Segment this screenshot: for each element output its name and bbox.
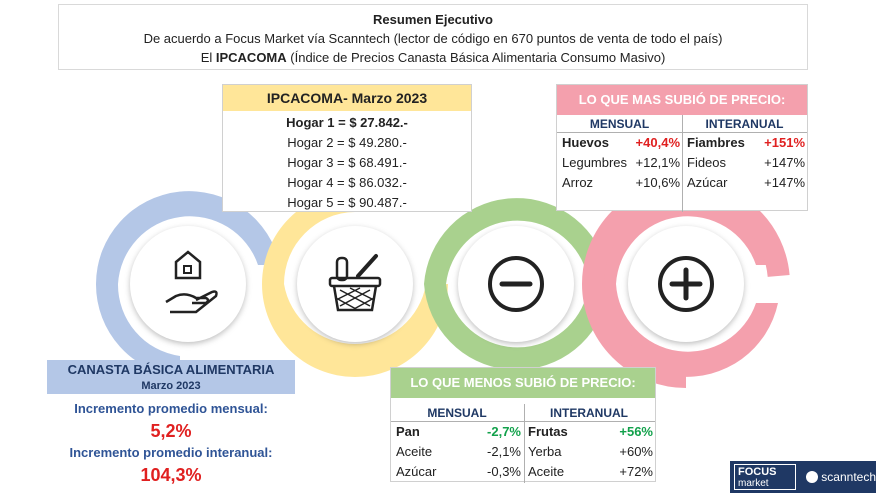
item-label: Azúcar bbox=[396, 464, 437, 479]
least-increase-columns: MENSUAL Pan -2,7% Aceite -2,1% Azúcar -0,3%… bbox=[391, 398, 655, 483]
item-label: Huevos bbox=[562, 135, 609, 150]
item-label: Legumbres bbox=[562, 155, 628, 170]
focus-logo-line1: FOCUS bbox=[738, 466, 777, 478]
item-label: Arroz bbox=[562, 175, 594, 190]
list-item: Huevos +40,4% bbox=[557, 133, 682, 153]
least-increase-box: LO QUE MENOS SUBIÓ DE PRECIO: MENSUAL Pa… bbox=[390, 367, 656, 483]
most-increase-title: LO QUE MAS SUBIÓ DE PRECIO: bbox=[557, 85, 807, 115]
executive-summary: Resumen Ejecutivo De acuerdo a Focus Mar… bbox=[58, 4, 808, 70]
ipcacoma-box: IPCACOMA- Marzo 2023 Hogar 1 = $ 27.842.… bbox=[222, 84, 472, 212]
basic-basket-subtitle: Marzo 2023 bbox=[141, 380, 201, 392]
column-divider bbox=[682, 115, 683, 212]
most-increase-monthly: MENSUAL Huevos +40,4% Legumbres +12,1% Arr… bbox=[557, 115, 682, 193]
yearly-header: INTERANUAL bbox=[682, 115, 807, 133]
list-item: Pan -2,7% bbox=[391, 422, 523, 442]
summary-source: De acuerdo a Focus Market vía Scanntech … bbox=[143, 31, 723, 46]
list-item: Aceite +72% bbox=[523, 462, 655, 482]
item-value: -2,7% bbox=[487, 424, 521, 439]
monthly-increase-label: Incremento promedio mensual: bbox=[74, 401, 268, 416]
ipcacoma-row: Hogar 2 = $ 49.280.- bbox=[287, 135, 407, 150]
scanntech-mark-icon bbox=[806, 471, 819, 483]
house-hand-icon bbox=[130, 226, 246, 342]
brand-logos: FOCUS market scanntech bbox=[730, 461, 876, 493]
list-item: Fiambres +151% bbox=[682, 133, 807, 153]
basic-basket-header: CANASTA BÁSICA ALIMENTARIA Marzo 2023 bbox=[47, 360, 295, 394]
item-value: +147% bbox=[764, 175, 805, 190]
least-increase-monthly: MENSUAL Pan -2,7% Aceite -2,1% Azúcar -0,3% bbox=[391, 398, 523, 482]
least-increase-yearly: INTERANUAL Frutas +56% Yerba +60% Aceite +7… bbox=[523, 398, 655, 482]
item-value: +147% bbox=[764, 155, 805, 170]
most-increase-columns: MENSUAL Huevos +40,4% Legumbres +12,1% Arr… bbox=[557, 115, 807, 212]
list-item: Yerba +60% bbox=[523, 442, 655, 462]
summary-definition-suffix: (Índice de Precios Canasta Básica Alimen… bbox=[286, 50, 666, 65]
item-label: Aceite bbox=[528, 464, 565, 479]
item-value: +56% bbox=[619, 424, 653, 439]
most-increase-box: LO QUE MAS SUBIÓ DE PRECIO: MENSUAL Huev… bbox=[556, 84, 808, 212]
monthly-header: MENSUAL bbox=[557, 115, 682, 133]
monthly-header: MENSUAL bbox=[391, 404, 523, 422]
ipcacoma-row: Hogar 3 = $ 68.491.- bbox=[287, 155, 407, 170]
yearly-header: INTERANUAL bbox=[523, 404, 655, 422]
item-value: +151% bbox=[764, 135, 805, 150]
summary-definition-prefix: El bbox=[200, 50, 216, 65]
list-item: Azúcar -0,3% bbox=[391, 462, 523, 482]
scanntech-logo: scanntech bbox=[806, 470, 876, 484]
item-label: Fideos bbox=[687, 155, 727, 170]
minus-circle-icon bbox=[458, 226, 574, 342]
ipcacoma-row: Hogar 5 = $ 90.487.- bbox=[287, 195, 407, 210]
item-value: +72% bbox=[619, 464, 653, 479]
list-item: Frutas +56% bbox=[523, 422, 655, 442]
yellow-ring bbox=[262, 191, 355, 284]
focus-logo-line2: market bbox=[738, 478, 769, 489]
basic-basket-title: CANASTA BÁSICA ALIMENTARIA bbox=[67, 362, 275, 377]
item-label: Aceite bbox=[396, 444, 433, 459]
ipcacoma-row: Hogar 1 = $ 27.842.- bbox=[286, 115, 408, 130]
summary-definition-acronym: IPCACOMA bbox=[215, 50, 287, 65]
ipcacoma-title: IPCACOMA- Marzo 2023 bbox=[223, 85, 471, 111]
yearly-increase-value: 104,3% bbox=[140, 465, 202, 485]
ipcacoma-row: Hogar 4 = $ 86.032.- bbox=[287, 175, 407, 190]
list-item: Fideos +147% bbox=[682, 153, 807, 173]
item-label: Yerba bbox=[528, 444, 562, 459]
item-value: +12,1% bbox=[635, 155, 680, 170]
green-ring bbox=[424, 198, 606, 284]
scanntech-logo-text: scanntech bbox=[821, 470, 876, 484]
summary-definition: El IPCACOMA (Índice de Precios Canasta B… bbox=[59, 48, 807, 67]
item-label: Frutas bbox=[528, 424, 568, 439]
basic-basket-box: CANASTA BÁSICA ALIMENTARIA Marzo 2023 In… bbox=[47, 360, 295, 492]
item-value: -2,1% bbox=[487, 444, 521, 459]
list-item: Legumbres +12,1% bbox=[557, 153, 682, 173]
monthly-increase-value: 5,2% bbox=[150, 421, 192, 441]
list-item: Aceite -2,1% bbox=[391, 442, 523, 462]
list-item: Azúcar +147% bbox=[682, 173, 807, 193]
item-label: Fiambres bbox=[687, 135, 745, 150]
focus-market-logo: FOCUS market bbox=[734, 464, 797, 490]
item-label: Azúcar bbox=[687, 175, 728, 190]
item-value: -0,3% bbox=[487, 464, 521, 479]
most-increase-yearly: INTERANUAL Fiambres +151% Fideos +147% Azú… bbox=[682, 115, 807, 193]
ipcacoma-list: Hogar 1 = $ 27.842.- Hogar 2 = $ 49.280.… bbox=[223, 111, 471, 213]
grocery-basket-icon bbox=[297, 226, 413, 342]
item-label: Pan bbox=[396, 424, 420, 439]
blue-ring bbox=[96, 191, 280, 284]
least-increase-title: LO QUE MENOS SUBIÓ DE PRECIO: bbox=[391, 368, 655, 398]
list-item: Arroz +10,6% bbox=[557, 173, 682, 193]
item-value: +40,4% bbox=[635, 135, 680, 150]
plus-circle-icon bbox=[628, 226, 744, 342]
item-value: +60% bbox=[619, 444, 653, 459]
column-divider bbox=[524, 404, 525, 483]
item-value: +10,6% bbox=[635, 175, 680, 190]
summary-title: Resumen Ejecutivo bbox=[373, 12, 493, 27]
yearly-increase-label: Incremento promedio interanual: bbox=[69, 445, 273, 460]
